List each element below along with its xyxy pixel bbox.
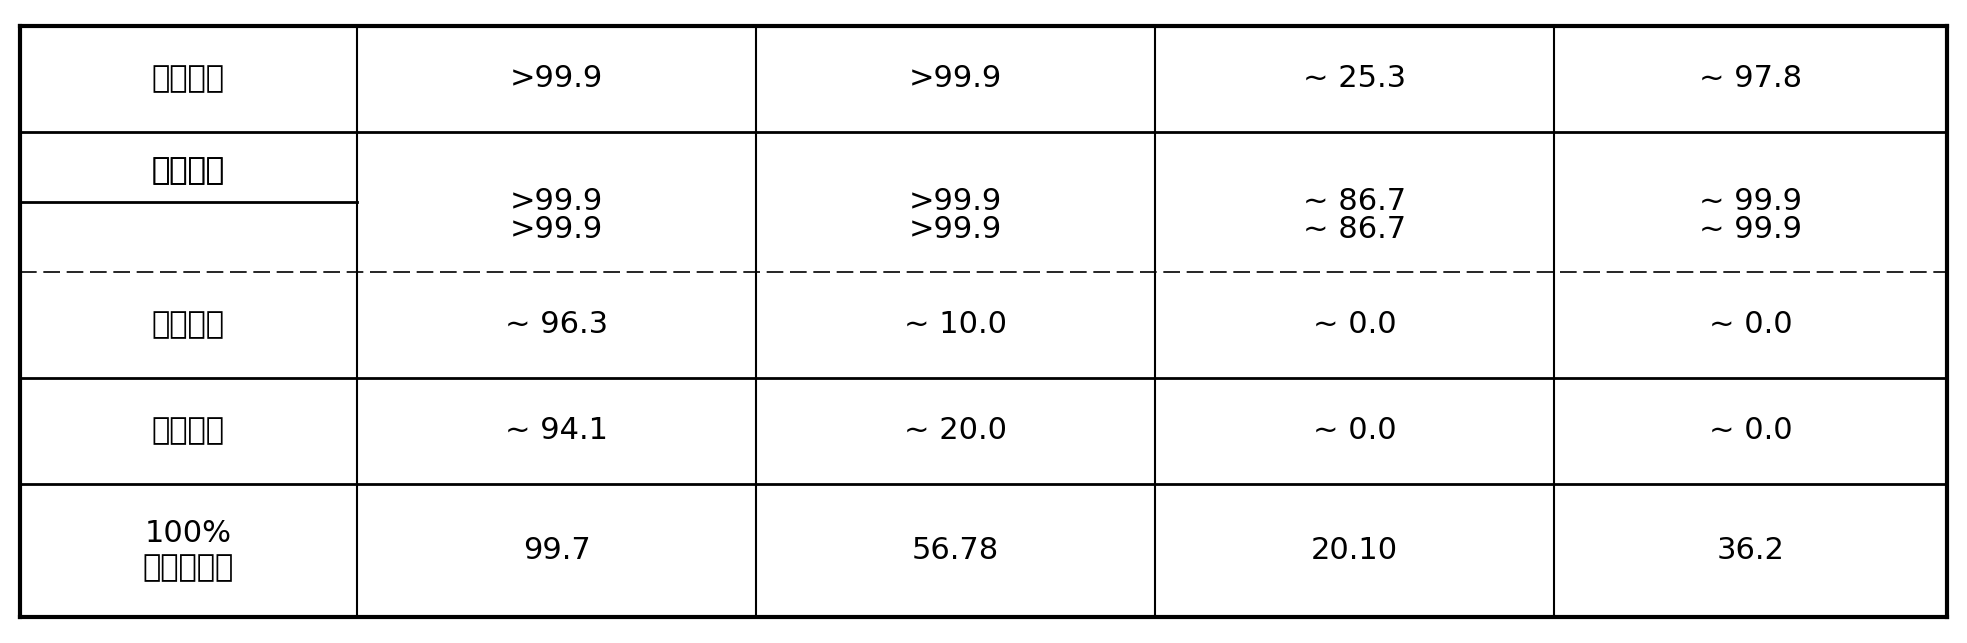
Text: ~ 94.1: ~ 94.1 [506,416,608,446]
Text: ~ 25.3: ~ 25.3 [1302,64,1406,93]
Text: 36.2: 36.2 [1717,536,1784,565]
Text: >99.9: >99.9 [909,187,1001,216]
Text: ~ 99.9: ~ 99.9 [1699,187,1802,216]
Text: 市售品一: 市售品一 [151,156,224,185]
Text: ~ 86.7: ~ 86.7 [1302,187,1406,216]
Text: ~ 10.0: ~ 10.0 [905,310,1007,339]
Text: ~ 0.0: ~ 0.0 [1709,310,1792,339]
Text: >99.9: >99.9 [909,64,1001,93]
Text: ~ 0.0: ~ 0.0 [1709,416,1792,446]
Text: 实施例一: 实施例一 [151,64,224,93]
Text: 56.78: 56.78 [913,536,999,565]
Text: ~ 20.0: ~ 20.0 [905,416,1007,446]
Text: 100%
谷物发酵液: 100% 谷物发酵液 [144,520,234,582]
Text: 20.10: 20.10 [1312,536,1399,565]
Text: 市售品二: 市售品二 [151,310,224,339]
Text: >99.9: >99.9 [509,187,604,216]
Text: 99.7: 99.7 [523,536,590,565]
Text: 市售品一: 市售品一 [151,156,224,185]
Text: >99.9: >99.9 [509,64,604,93]
Text: >99.9: >99.9 [509,215,604,244]
Text: ~ 97.8: ~ 97.8 [1699,64,1802,93]
Text: ~ 0.0: ~ 0.0 [1312,310,1397,339]
Text: >99.9: >99.9 [909,215,1001,244]
Text: ~ 0.0: ~ 0.0 [1312,416,1397,446]
Text: ~ 86.7: ~ 86.7 [1302,215,1406,244]
Text: 市售品三: 市售品三 [151,416,224,446]
Text: ~ 99.9: ~ 99.9 [1699,215,1802,244]
Text: ~ 96.3: ~ 96.3 [506,310,608,339]
